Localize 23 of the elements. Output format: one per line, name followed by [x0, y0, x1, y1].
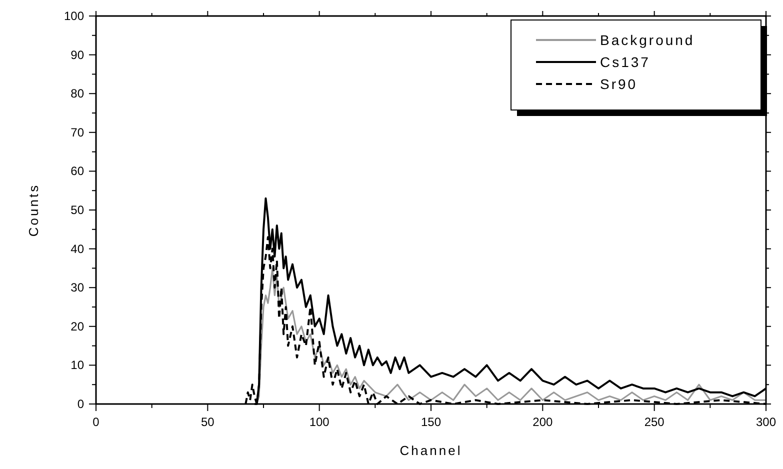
legend-label: Sr90 [600, 76, 638, 92]
x-tick-label: 150 [420, 415, 442, 429]
y-tick-label: 100 [64, 9, 84, 23]
y-tick-label: 90 [70, 48, 84, 62]
y-tick-label: 0 [77, 397, 84, 411]
x-tick-label: 300 [756, 415, 776, 429]
x-tick-label: 100 [309, 415, 330, 429]
x-tick-label: 50 [200, 415, 215, 429]
y-tick-label: 10 [70, 358, 84, 372]
y-tick-label: 30 [70, 280, 84, 295]
x-tick-label: 200 [532, 415, 553, 429]
x-axis-title: Channel [400, 443, 462, 458]
legend-label: Background [600, 32, 695, 48]
y-tick-label: 50 [70, 203, 84, 217]
y-tick-label: 40 [70, 242, 84, 256]
x-tick-label: 0 [92, 415, 100, 429]
y-tick-label: 20 [70, 319, 84, 334]
legend-label: Cs137 [600, 54, 650, 70]
y-axis-title: Counts [26, 183, 41, 237]
x-tick-label: 250 [644, 415, 665, 429]
y-tick-label: 70 [70, 125, 84, 140]
y-tick-label: 60 [70, 164, 84, 178]
y-tick-label: 80 [70, 86, 84, 101]
